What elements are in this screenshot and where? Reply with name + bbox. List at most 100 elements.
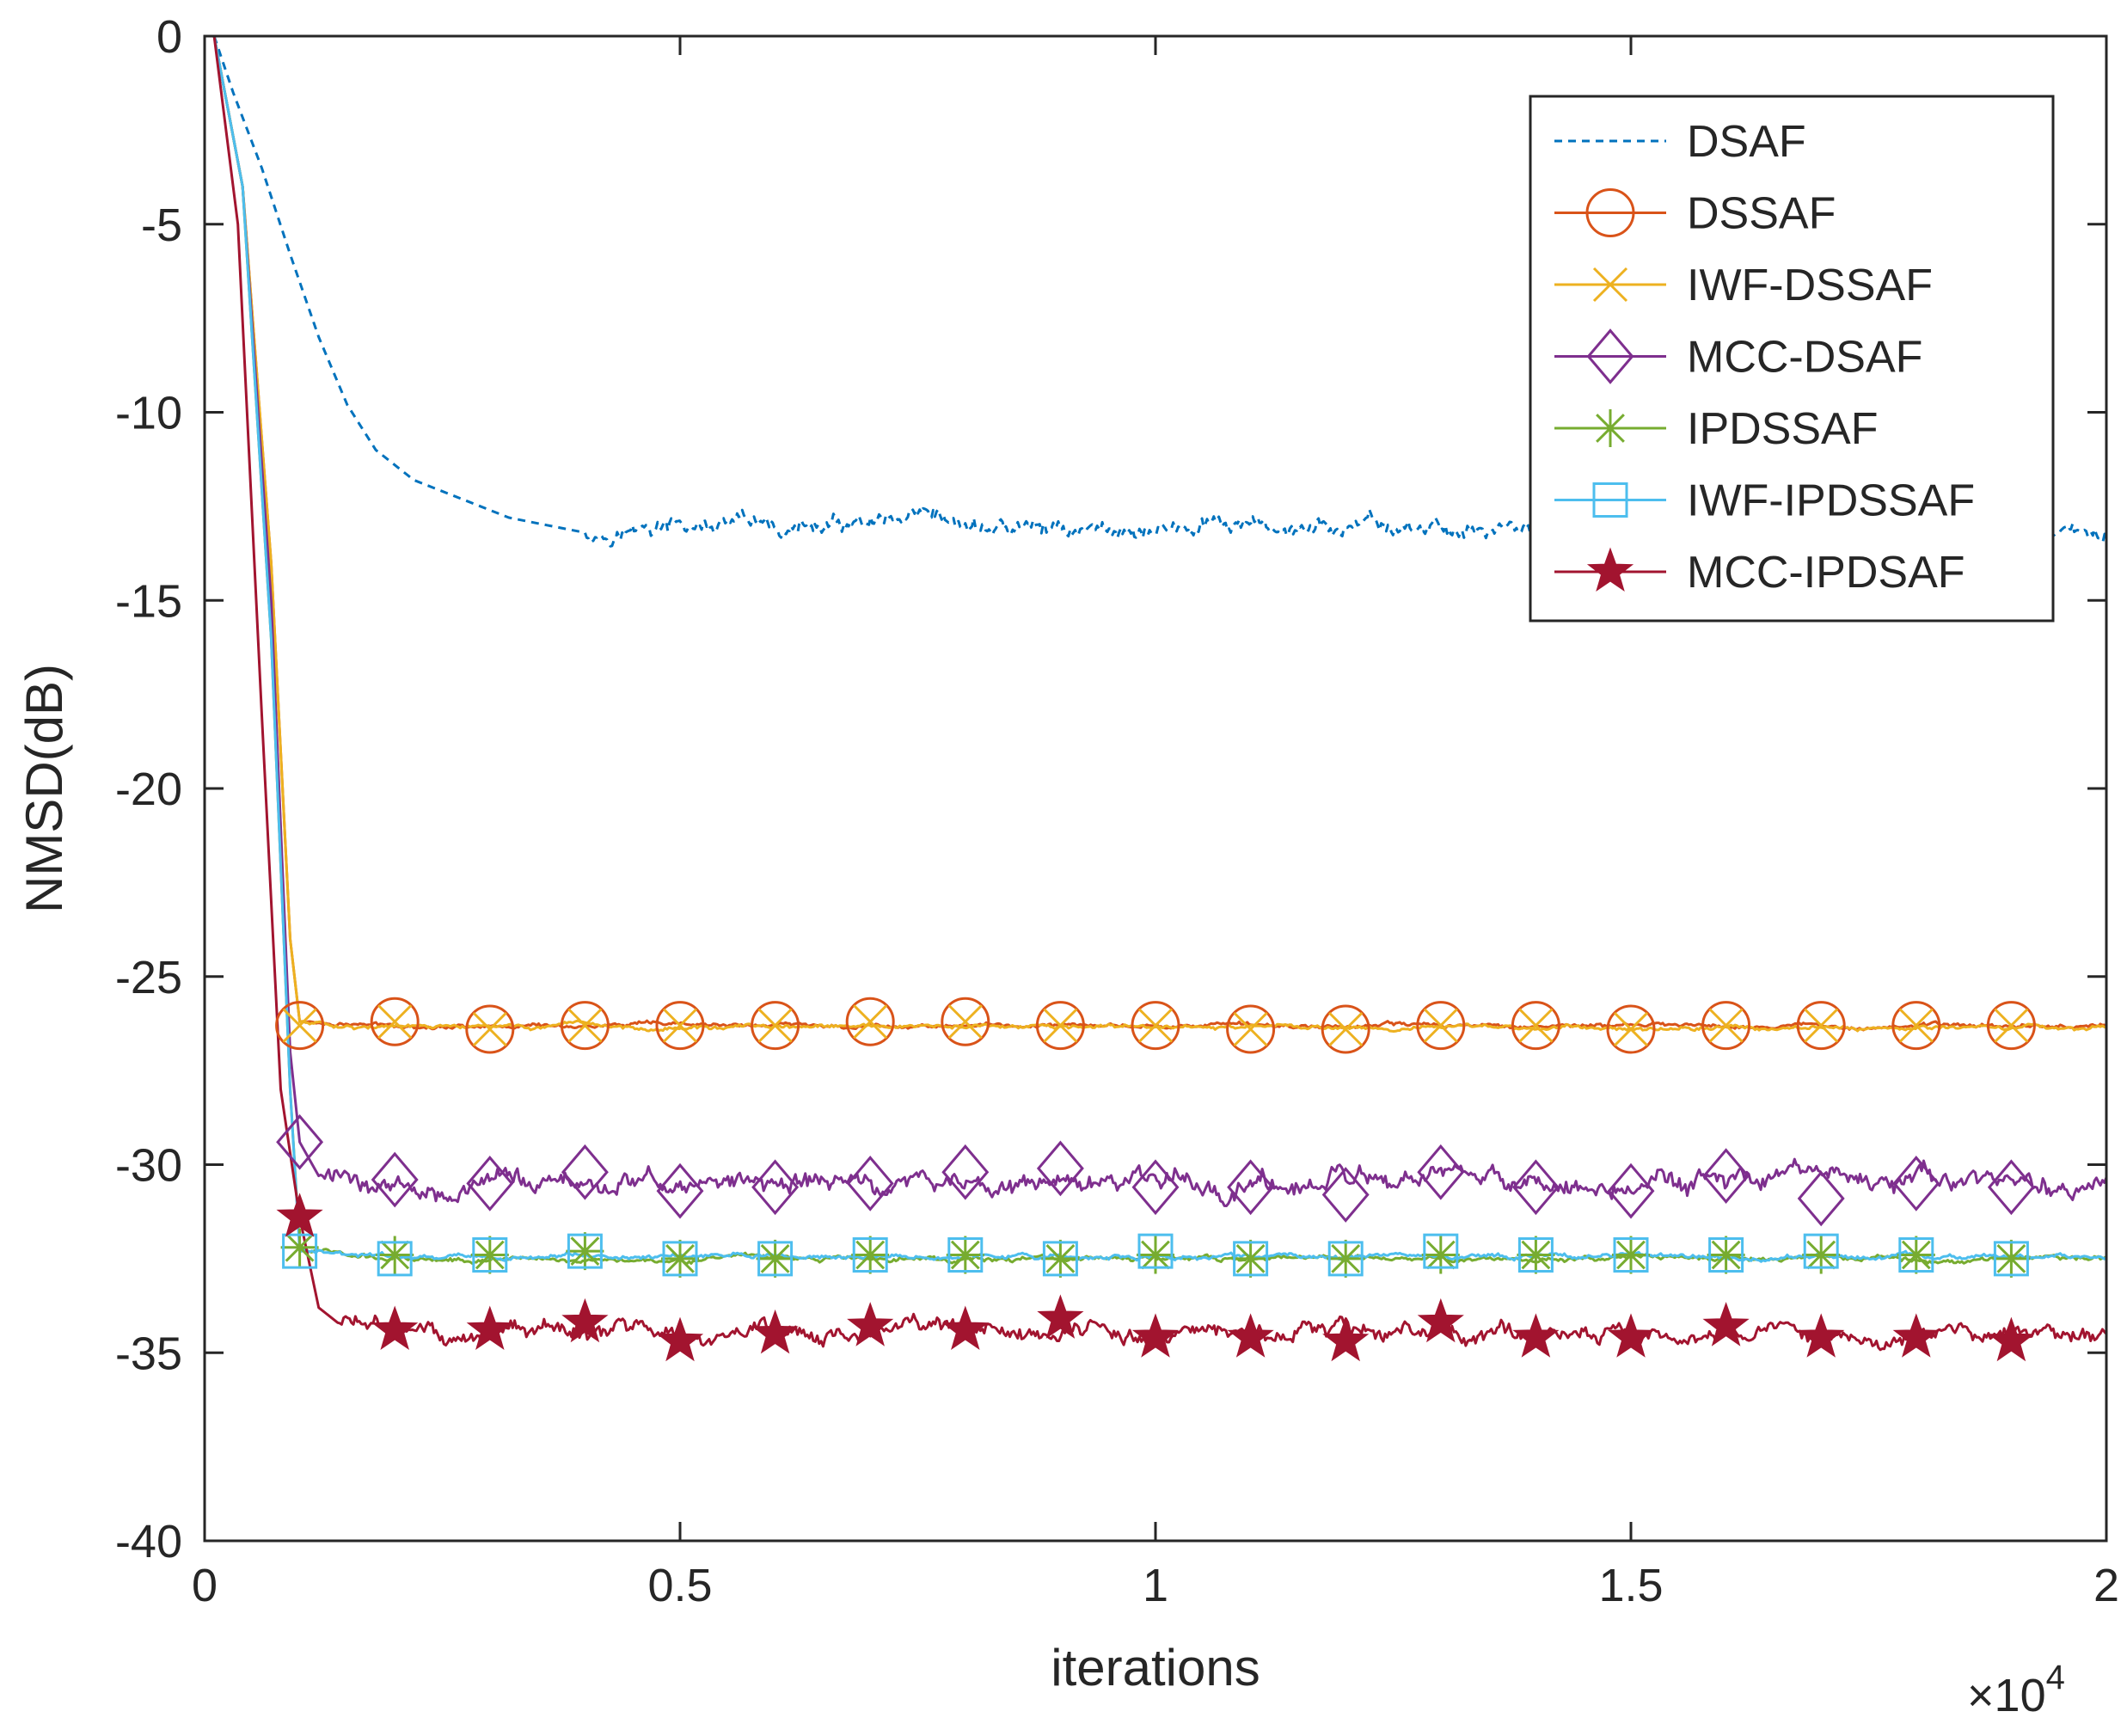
marker-square: [1803, 1233, 1839, 1269]
marker-circle: [370, 997, 420, 1046]
marker-square: [377, 1241, 413, 1277]
marker-asterisk: [470, 1236, 509, 1274]
y-tick-label: -15: [115, 575, 182, 627]
marker-star: [1798, 1313, 1845, 1358]
marker-circle: [465, 1004, 515, 1054]
marker-asterisk: [661, 1239, 699, 1278]
x-tick-label: 0.5: [647, 1560, 712, 1611]
marker-x: [1804, 1008, 1839, 1043]
marker-x: [1518, 1008, 1554, 1043]
marker-square: [1592, 482, 1628, 518]
legend-label: DSAF: [1687, 117, 1806, 167]
marker-asterisk: [1897, 1236, 1935, 1274]
y-tick-label: -5: [141, 199, 182, 251]
marker-star: [656, 1316, 704, 1362]
marker-square: [472, 1237, 508, 1273]
marker-x: [1994, 1008, 2029, 1043]
y-axis-label: NMSD(dB): [15, 664, 73, 913]
x-axis-ticks: 0 0.5 1 1.5 2: [192, 36, 2119, 1611]
marker-asterisk: [851, 1236, 890, 1274]
marker-x: [1613, 1011, 1649, 1047]
marker-asterisk: [1137, 1236, 1174, 1274]
marker-square: [282, 1233, 318, 1269]
marker-star: [1131, 1313, 1180, 1358]
marker-asterisk: [1992, 1239, 2031, 1278]
marker-diamond: [1892, 1156, 1940, 1212]
y-tick-label: -30: [115, 1140, 182, 1192]
marker-x: [1898, 1008, 1934, 1043]
marker-star: [751, 1309, 799, 1354]
marker-diamond: [941, 1144, 990, 1200]
marker-diamond: [1417, 1144, 1465, 1200]
marker-square: [1233, 1241, 1269, 1277]
marker-circle: [560, 1001, 610, 1051]
marker-asterisk: [946, 1236, 984, 1274]
marker-asterisk: [1591, 409, 1629, 447]
marker-square: [947, 1237, 984, 1273]
marker-star: [1037, 1294, 1084, 1339]
marker-star: [1322, 1316, 1370, 1362]
series-line-dsaf: [212, 35, 2108, 548]
legend-label: MCC-IPDSAF: [1687, 548, 1965, 598]
marker-star: [941, 1305, 989, 1350]
marker-circle: [941, 997, 990, 1046]
marker-star: [276, 1193, 323, 1237]
plot-markers: [275, 997, 2036, 1362]
y-tick-label: -20: [115, 764, 182, 815]
marker-diamond: [1227, 1159, 1275, 1216]
marker-diamond: [1702, 1148, 1750, 1204]
marker-asterisk: [1612, 1236, 1650, 1274]
x-tick-label: 2: [2093, 1560, 2119, 1611]
legend: DSAF DSSAF IWF-DSSAF MCC-DSAF IPDSSAF IWF-IPD…: [1529, 95, 2055, 623]
marker-circle: [1035, 1001, 1085, 1051]
marker-diamond: [371, 1151, 419, 1208]
marker-circle: [1511, 1001, 1560, 1051]
marker-diamond: [1987, 1159, 2035, 1216]
marker-diamond: [1586, 328, 1634, 384]
marker-square: [662, 1241, 698, 1277]
marker-diamond: [1797, 1170, 1845, 1227]
marker-x: [1233, 1011, 1268, 1047]
marker-star: [466, 1305, 513, 1350]
marker-star: [1417, 1297, 1464, 1343]
marker-diamond: [1321, 1167, 1370, 1223]
marker-circle: [655, 1001, 705, 1051]
marker-square: [757, 1241, 794, 1277]
series-line-iwf-dssaf: [212, 35, 2107, 1033]
x-tick-label: 0: [192, 1560, 218, 1611]
marker-asterisk: [566, 1232, 604, 1271]
marker-asterisk: [1421, 1236, 1460, 1274]
marker-diamond: [656, 1162, 704, 1219]
marker-x: [757, 1008, 793, 1043]
marker-circle: [1131, 1001, 1180, 1051]
marker-square: [1042, 1241, 1078, 1277]
marker-diamond: [1131, 1159, 1180, 1216]
marker-star: [561, 1297, 609, 1343]
marker-circle: [1585, 188, 1635, 237]
marker-asterisk: [1802, 1236, 1841, 1274]
marker-star: [1607, 1313, 1655, 1358]
marker-x: [1043, 1008, 1078, 1043]
marker-diamond: [751, 1159, 800, 1216]
marker-star: [847, 1302, 894, 1346]
marker-star: [371, 1305, 419, 1350]
x-exponent-base: ×10: [1967, 1670, 2046, 1721]
legend-label: DSSAF: [1687, 189, 1836, 239]
marker-diamond: [466, 1156, 514, 1212]
marker-x: [282, 1008, 317, 1043]
marker-asterisk: [756, 1239, 794, 1278]
marker-x: [377, 1004, 413, 1040]
legend-label: IWF-DSSAF: [1687, 261, 1933, 310]
legend-label: IWF-IPDSSAF: [1687, 476, 1975, 526]
marker-asterisk: [1327, 1239, 1365, 1278]
marker-x: [1708, 1008, 1744, 1043]
marker-x: [853, 1004, 888, 1040]
marker-star: [1988, 1316, 2035, 1362]
marker-square: [1137, 1233, 1174, 1269]
y-tick-label: -10: [115, 388, 182, 439]
marker-square: [1993, 1241, 2029, 1277]
marker-asterisk: [1041, 1239, 1080, 1278]
marker-diamond: [276, 1113, 324, 1170]
marker-circle: [275, 1001, 325, 1051]
marker-square: [1613, 1237, 1649, 1273]
